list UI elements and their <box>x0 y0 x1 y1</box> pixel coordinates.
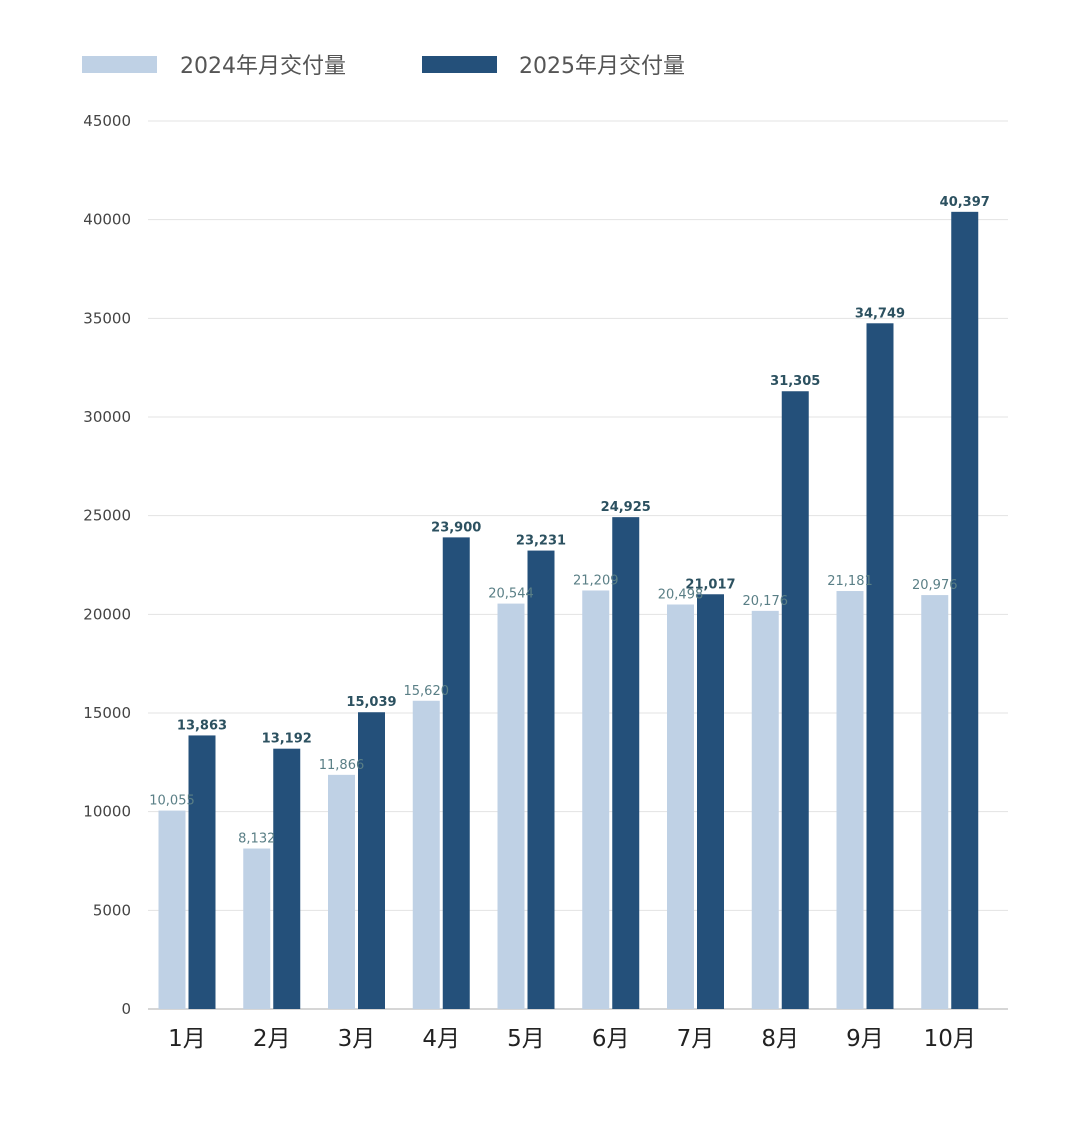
data-label-2025-5: 23,231 <box>516 534 566 549</box>
bar-2024-6 <box>582 590 610 1009</box>
data-label-2024-4: 15,620 <box>404 684 450 699</box>
x-tick-label: 8月 <box>761 1026 799 1052</box>
x-tick-label: 10月 <box>924 1026 976 1052</box>
data-label-2025-6: 24,925 <box>601 500 651 515</box>
y-tick-label: 45000 <box>83 112 131 130</box>
x-tick-label: 1月 <box>168 1026 206 1052</box>
bar-2024-4 <box>412 700 440 1009</box>
y-tick-label: 30000 <box>83 408 131 426</box>
bars <box>158 211 979 1010</box>
bar-2025-6 <box>612 517 640 1009</box>
x-tick-label: 9月 <box>846 1026 884 1052</box>
data-label-2025-10: 40,397 <box>940 195 990 210</box>
bar-2024-9 <box>836 591 864 1009</box>
data-label-2024-6: 21,209 <box>573 573 619 588</box>
data-label-2024-2: 8,132 <box>238 832 275 847</box>
data-label-2024-9: 21,181 <box>827 574 873 589</box>
y-tick-label: 25000 <box>83 507 131 525</box>
bar-2025-4 <box>442 537 470 1009</box>
data-label-2024-10: 20,976 <box>912 578 958 593</box>
data-label-2024-7: 20,498 <box>658 588 704 603</box>
y-tick-label: 5000 <box>93 901 131 919</box>
x-tick-label: 7月 <box>677 1026 715 1052</box>
y-tick-label: 15000 <box>83 704 131 722</box>
bar-2024-10 <box>921 595 949 1009</box>
bar-2024-8 <box>751 610 779 1009</box>
y-tick-label: 35000 <box>83 309 131 327</box>
x-tick-label: 4月 <box>422 1026 460 1052</box>
bar-2025-7 <box>697 594 724 1009</box>
data-label-2025-4: 23,900 <box>431 520 481 535</box>
bar-2024-1 <box>158 810 186 1009</box>
data-label-2024-1: 10,055 <box>149 794 195 809</box>
bar-2025-9 <box>866 323 894 1010</box>
y-tick-label: 0 <box>121 1000 131 1018</box>
bar-2024-2 <box>243 848 271 1009</box>
x-tick-label: 5月 <box>507 1026 545 1052</box>
data-label-2024-8: 20,176 <box>743 594 789 609</box>
x-axis-ticks: 1月 2月 3月 4月 5月 6月 7月 8月 9月 10月 <box>168 1026 976 1052</box>
bar-2025-2 <box>273 748 301 1009</box>
bar-2025-3 <box>358 712 385 1009</box>
y-tick-label: 20000 <box>83 605 131 623</box>
bar-2024-3 <box>328 774 355 1009</box>
y-tick-label: 10000 <box>83 803 131 821</box>
data-label-2024-3: 11,866 <box>319 758 365 773</box>
x-tick-label: 2月 <box>253 1026 291 1052</box>
bar-2025-5 <box>527 550 555 1009</box>
bar-2024-7 <box>667 604 694 1009</box>
legend-swatch-2025 <box>422 56 497 73</box>
x-tick-label: 3月 <box>338 1026 376 1052</box>
data-label-2025-9: 34,749 <box>855 306 905 321</box>
legend-label-2024: 2024年月交付量 <box>180 54 346 79</box>
y-tick-label: 40000 <box>83 211 131 229</box>
data-label-2025-8: 31,305 <box>770 374 820 389</box>
data-label-2024-5: 20,544 <box>488 587 534 602</box>
bar-2025-10 <box>951 211 979 1010</box>
data-label-2025-2: 13,192 <box>262 732 312 747</box>
legend-label-2025: 2025年月交付量 <box>519 54 685 79</box>
data-label-2025-7: 21,017 <box>685 577 735 592</box>
y-axis-ticks: 0 5000 10000 15000 20000 25000 30000 35000 40000… <box>83 112 131 1018</box>
x-tick-label: 6月 <box>592 1026 630 1052</box>
data-label-2025-3: 15,039 <box>346 695 396 710</box>
data-labels: 10,055 13,863 8,132 13,192 11,866 15,039 15,62… <box>149 195 990 847</box>
data-label-2025-1: 13,863 <box>177 718 227 733</box>
bar-2025-8 <box>781 391 809 1009</box>
bar-2024-5 <box>497 603 525 1009</box>
bar-2025-1 <box>188 735 216 1009</box>
legend: 2024年月交付量 2025年月交付量 <box>82 54 685 79</box>
legend-swatch-2024 <box>82 56 157 73</box>
